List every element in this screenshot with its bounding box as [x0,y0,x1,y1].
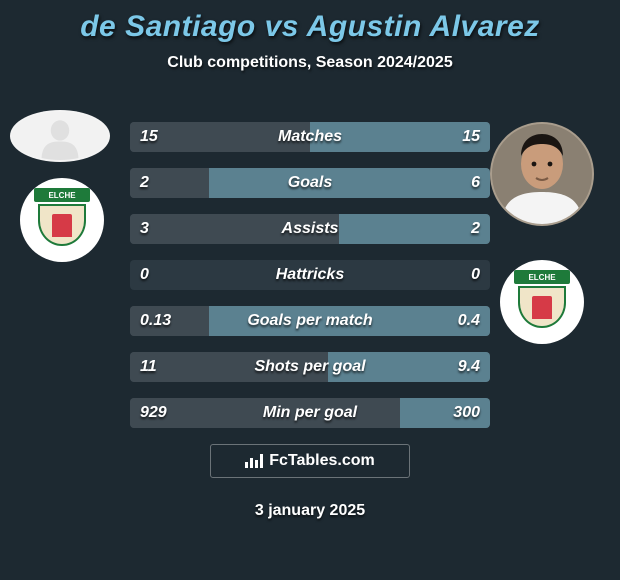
crest-inner: ELCHE [34,188,90,252]
crest-tower [532,296,551,319]
stat-row: 929300Min per goal [130,398,490,428]
stat-label: Shots per goal [130,352,490,382]
bars-icon [245,454,263,468]
stat-bars: 1515Matches 26Goals 32Assists 00Hattricks 0.… [130,122,490,444]
stat-row: 119.4Shots per goal [130,352,490,382]
crest-tower [52,214,71,237]
crest-band: ELCHE [514,270,570,284]
comparison-title: de Santiago vs Agustin Alvarez [0,0,620,44]
club-crest-left: ELCHE [20,178,104,262]
face-icon [492,124,592,224]
player-avatar-right [490,122,594,226]
stat-label: Hattricks [130,260,490,290]
player-avatar-left [10,110,110,162]
stat-row: 26Goals [130,168,490,198]
stat-label: Assists [130,214,490,244]
crest-band: ELCHE [34,188,90,202]
silhouette-icon [12,112,108,160]
stat-label: Goals [130,168,490,198]
stat-row: 0.130.4Goals per match [130,306,490,336]
generated-date: 3 january 2025 [0,502,620,520]
stat-label: Matches [130,122,490,152]
stat-label: Min per goal [130,398,490,428]
crest-body [38,204,86,246]
stat-row: 1515Matches [130,122,490,152]
stat-row: 32Assists [130,214,490,244]
crest-inner: ELCHE [514,270,570,334]
stat-label: Goals per match [130,306,490,336]
logo-text: FcTables.com [269,452,375,470]
stat-row: 00Hattricks [130,260,490,290]
club-crest-right: ELCHE [500,260,584,344]
fctables-logo: FcTables.com [210,444,410,478]
comparison-subtitle: Club competitions, Season 2024/2025 [0,54,620,72]
crest-body [518,286,566,328]
